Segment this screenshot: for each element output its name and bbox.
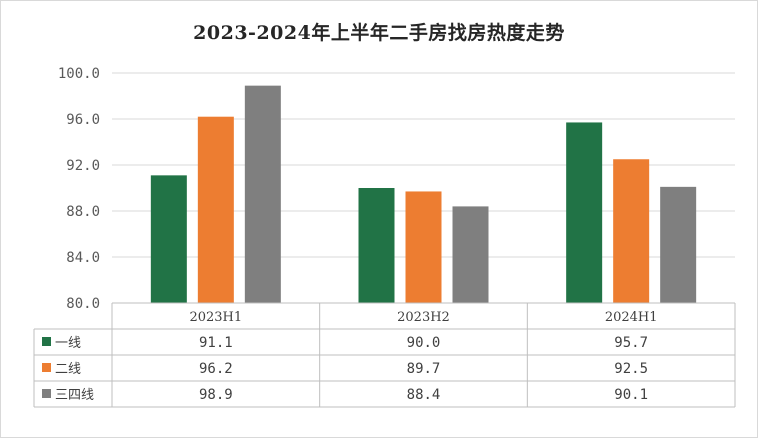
x-category-label: 2023H1 <box>189 310 242 325</box>
x-category-label: 2023H2 <box>397 310 450 325</box>
y-tick-label: 92.0 <box>66 158 100 174</box>
data-label: 96.2 <box>199 361 233 377</box>
data-label: 90.1 <box>614 387 648 403</box>
bar <box>452 206 489 303</box>
legend-swatch <box>42 337 51 346</box>
y-tick-label: 88.0 <box>66 204 100 220</box>
data-label: 92.5 <box>614 361 648 377</box>
y-tick-label: 84.0 <box>66 250 100 266</box>
chart-title: 2023-2024年上半年二手房找房热度走势 <box>193 22 565 44</box>
bar <box>197 116 234 303</box>
data-label: 89.7 <box>407 361 441 377</box>
data-label: 98.9 <box>199 387 233 403</box>
legend-swatch <box>42 389 51 398</box>
y-tick-label: 100.0 <box>58 66 100 82</box>
legend-label: 二线 <box>55 362 81 377</box>
legend-swatch <box>42 363 51 372</box>
bar <box>405 191 442 303</box>
data-label: 95.7 <box>614 335 648 351</box>
legend-label: 三四线 <box>55 388 94 403</box>
bar <box>150 175 187 303</box>
y-tick-label: 96.0 <box>66 112 100 128</box>
data-label: 88.4 <box>407 387 441 403</box>
data-label: 91.1 <box>199 335 233 351</box>
bar <box>660 186 697 303</box>
data-label: 90.0 <box>407 335 441 351</box>
bar <box>358 188 395 303</box>
legend-label: 一线 <box>55 336 81 351</box>
y-tick-label: 80.0 <box>66 296 100 312</box>
x-category-label: 2024H1 <box>605 310 658 325</box>
bar <box>566 122 603 303</box>
bar <box>244 85 281 304</box>
bar <box>613 159 650 303</box>
